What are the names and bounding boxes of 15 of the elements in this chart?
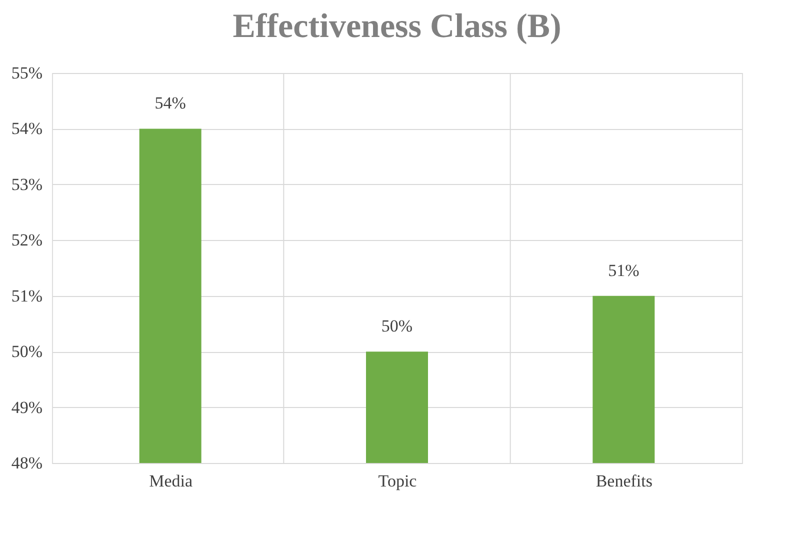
y-tick-label: 51% <box>11 286 42 306</box>
x-tick-label: Media <box>149 472 193 490</box>
y-tick-label: 48% <box>11 454 42 472</box>
x-tick-label: Topic <box>378 472 418 490</box>
data-label: 50% <box>381 316 413 336</box>
y-tick-label: 55% <box>11 64 42 82</box>
chart-title: Effectiveness Class (B) <box>232 8 562 45</box>
y-tick-label: 54% <box>11 119 42 138</box>
y-tick-label: 50% <box>11 342 42 362</box>
data-label: 51% <box>608 260 640 280</box>
y-tick-label: 52% <box>11 230 42 250</box>
y-tick-label: 53% <box>11 174 42 194</box>
x-tick-label: Benefits <box>596 472 652 490</box>
data-label: 54% <box>154 94 186 113</box>
y-tick-label: 49% <box>11 398 42 417</box>
